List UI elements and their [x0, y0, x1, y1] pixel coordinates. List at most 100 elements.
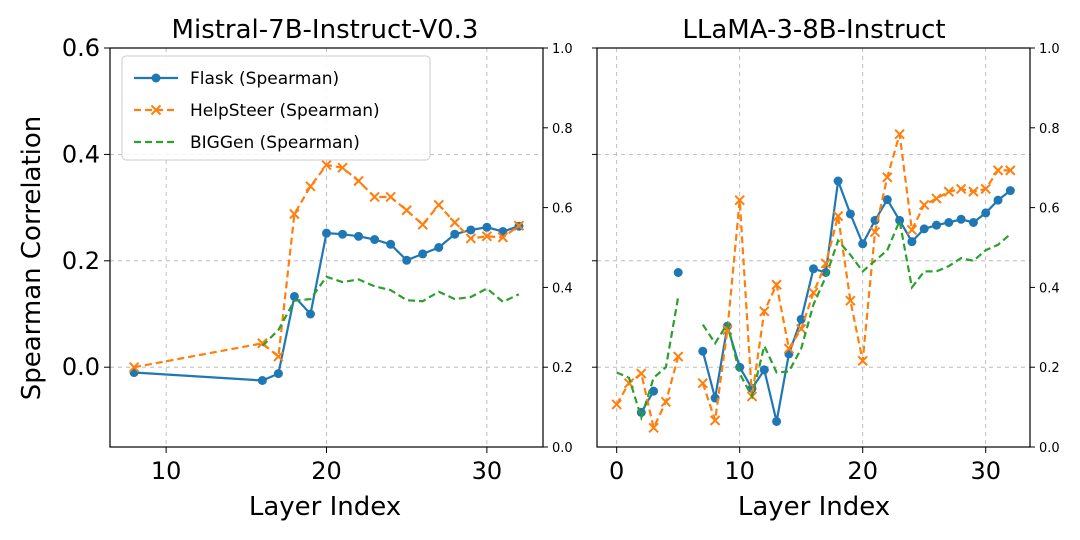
data-point-helpsteer — [980, 183, 991, 195]
right-y-tick-label: 0.0 — [1039, 441, 1060, 456]
data-point-flask — [402, 255, 412, 265]
series-line-helpsteer — [615, 356, 680, 432]
x-axis-ticks: 0 10 20 30 — [609, 447, 1001, 485]
data-point-flask — [434, 243, 444, 252]
data-point-helpsteer — [337, 162, 348, 173]
data-point-helpsteer — [795, 323, 807, 335]
data-point-helpsteer — [497, 232, 509, 243]
data-point-helpsteer — [709, 415, 721, 426]
data-point-flask — [882, 195, 892, 205]
right-y-tick-label: 0.6 — [1039, 202, 1060, 217]
data-point-flask — [698, 346, 708, 356]
data-point-flask — [289, 291, 299, 301]
data-point-helpsteer — [417, 219, 428, 230]
data-point-helpsteer — [449, 217, 461, 228]
data-point-flask — [919, 224, 929, 234]
x-axis-ticks: 10 20 30 — [151, 447, 502, 485]
data-point-helpsteer — [845, 295, 856, 306]
right-y-tick-label: 0.2 — [552, 361, 573, 376]
data-point-helpsteer — [611, 399, 622, 410]
data-point-helpsteer — [648, 422, 659, 434]
series-line-helpsteer — [701, 133, 1011, 421]
legend-label: HelpSteer (Spearman) — [190, 101, 380, 121]
right-y-tick-label: 0.0 — [552, 441, 573, 456]
x-tick-label: 30 — [970, 457, 1001, 485]
right-axis-ticks: 0.0 0.2 0.4 0.6 0.8 1.0 — [1030, 42, 1060, 456]
data-point-helpsteer — [660, 396, 672, 407]
data-point-flask — [772, 416, 782, 426]
legend-marker-flask — [151, 73, 161, 83]
data-point-helpsteer — [783, 343, 795, 354]
data-point-flask — [370, 235, 380, 245]
series-group — [128, 159, 525, 385]
data-point-flask — [450, 229, 460, 239]
x-tick-label: 20 — [311, 457, 342, 485]
data-point-helpsteer — [369, 191, 380, 203]
data-point-flask — [981, 208, 991, 218]
data-point-helpsteer — [465, 233, 477, 244]
data-point-helpsteer — [734, 194, 745, 206]
data-point-flask — [796, 314, 806, 324]
data-point-flask — [833, 176, 843, 186]
x-tick-label: 30 — [472, 457, 503, 485]
right-y-tick-label: 0.4 — [1039, 281, 1060, 296]
data-point-helpsteer — [433, 199, 444, 211]
x-axis-label: Layer Index — [249, 492, 401, 522]
right-y-tick-label: 0.6 — [552, 202, 573, 217]
data-point-helpsteer — [931, 193, 942, 204]
y-axis-label: Spearman Correlation — [17, 116, 47, 401]
data-point-flask — [305, 309, 315, 319]
legend-label: Flask (Spearman) — [190, 69, 339, 89]
data-point-helpsteer — [636, 368, 647, 379]
data-point-helpsteer — [273, 351, 284, 362]
data-point-flask — [386, 239, 396, 249]
data-point-flask — [907, 237, 917, 247]
data-point-helpsteer — [968, 186, 979, 197]
data-point-helpsteer — [882, 172, 893, 183]
data-point-helpsteer — [672, 351, 684, 362]
data-point-flask — [338, 229, 348, 239]
data-point-helpsteer — [759, 306, 770, 317]
data-point-helpsteer — [943, 186, 955, 197]
data-point-helpsteer — [955, 183, 967, 195]
right-y-tick-label: 1.0 — [552, 42, 573, 57]
x-tick-label: 0 — [609, 457, 624, 485]
series-line-biggen — [701, 217, 1012, 400]
data-point-helpsteer — [289, 208, 300, 220]
data-point-flask — [322, 228, 331, 238]
plot-frame — [596, 47, 1031, 448]
legend-box — [121, 55, 431, 161]
data-point-flask — [845, 209, 855, 219]
data-point-helpsteer — [128, 361, 140, 373]
data-point-flask — [418, 249, 428, 259]
data-point-helpsteer — [820, 258, 832, 269]
y-tick-label: 0.0 — [62, 353, 100, 381]
data-point-helpsteer — [257, 338, 268, 349]
data-point-flask — [1005, 186, 1015, 196]
right-axis-ticks: 0.0 0.2 0.4 0.6 0.8 1.0 — [543, 42, 573, 456]
data-point-helpsteer — [857, 355, 868, 367]
panel-mistral: Mistral-7B-Instruct-V0.3 Spearman Correl… — [17, 15, 573, 522]
chart-title: LLaMA-3-8B-Instruct — [682, 15, 945, 45]
right-y-tick-label: 0.4 — [552, 281, 573, 296]
y-tick-label: 0.2 — [62, 247, 100, 275]
data-point-flask — [858, 239, 868, 249]
data-point-helpsteer — [353, 175, 364, 187]
data-point-flask — [956, 214, 966, 224]
data-point-flask — [482, 222, 492, 232]
legend-label: BIGGen (Spearman) — [190, 133, 360, 153]
data-point-helpsteer — [321, 159, 332, 171]
legend-marker-helpsteer — [150, 104, 162, 116]
data-point-helpsteer — [894, 128, 905, 140]
x-tick-label: 20 — [847, 457, 878, 485]
x-tick-label: 10 — [151, 457, 182, 485]
right-y-tick-label: 0.2 — [1039, 361, 1060, 376]
chart-title: Mistral-7B-Instruct-V0.3 — [172, 15, 479, 45]
data-point-flask — [944, 217, 954, 227]
data-point-helpsteer — [919, 199, 930, 211]
data-point-helpsteer — [869, 226, 881, 238]
data-point-helpsteer — [401, 205, 412, 216]
data-point-flask — [993, 195, 1003, 205]
right-y-tick-label: 0.8 — [552, 122, 573, 137]
